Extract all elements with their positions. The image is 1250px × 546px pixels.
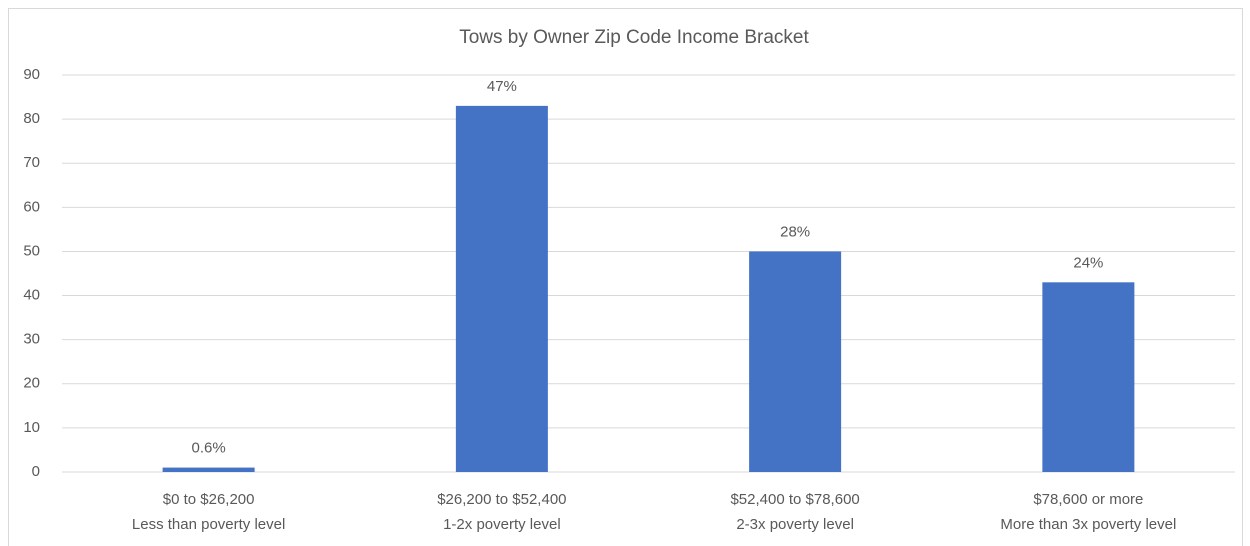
- y-tick-label: 40: [23, 287, 40, 304]
- bar-annotation: 47%: [487, 78, 517, 95]
- x-tick-label: $52,400 to $78,600: [730, 491, 859, 508]
- y-tick-label: 20: [23, 375, 40, 392]
- x-tick-label: $26,200 to $52,400: [437, 491, 566, 508]
- y-tick-label: 0: [32, 463, 40, 480]
- chart-title: Tows by Owner Zip Code Income Bracket: [459, 27, 809, 48]
- bar: [455, 105, 548, 472]
- x-tick-label: 2-3x poverty level: [736, 516, 854, 533]
- x-tick-label: More than 3x poverty level: [1000, 516, 1176, 533]
- x-tick-label: 1-2x poverty level: [443, 516, 561, 533]
- x-tick-label: Less than poverty level: [132, 516, 285, 533]
- bar: [1042, 282, 1135, 472]
- y-tick-label: 50: [23, 242, 40, 259]
- y-tick-label: 90: [23, 66, 40, 83]
- bar-annotation: 24%: [1073, 254, 1103, 271]
- chart-border: [8, 8, 1243, 546]
- bar: [162, 467, 255, 472]
- x-tick-label: $78,600 or more: [1033, 491, 1143, 508]
- bar-annotation: 28%: [780, 223, 810, 240]
- y-tick-label: 10: [23, 419, 40, 436]
- x-tick-label: $0 to $26,200: [163, 491, 255, 508]
- bar: [749, 251, 842, 472]
- y-tick-label: 80: [23, 110, 40, 127]
- y-tick-label: 70: [23, 154, 40, 171]
- y-tick-label: 60: [23, 198, 40, 215]
- bar-annotation: 0.6%: [192, 440, 226, 457]
- y-tick-label: 30: [23, 331, 40, 348]
